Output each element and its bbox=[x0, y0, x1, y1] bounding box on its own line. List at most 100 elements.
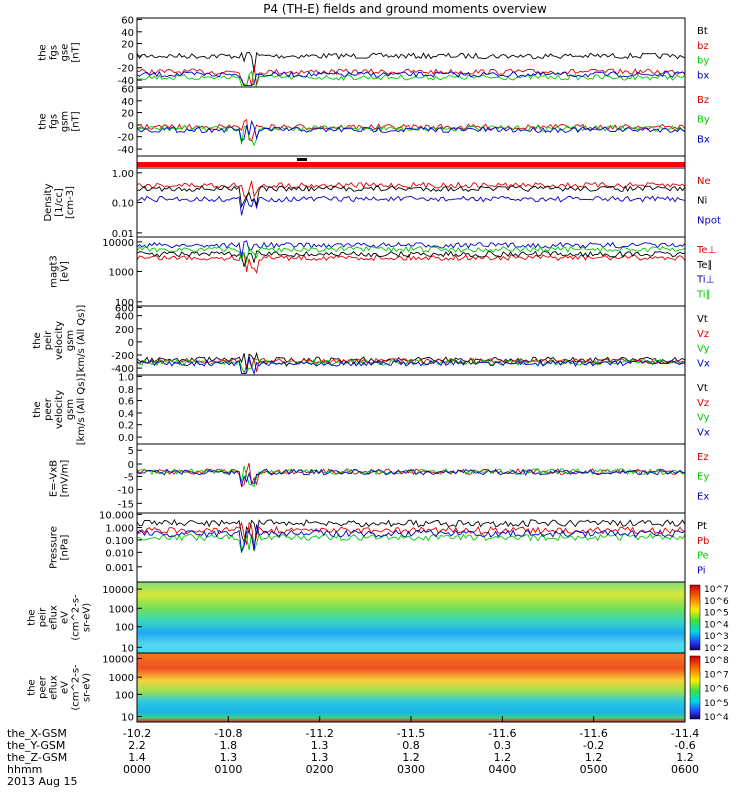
y-tick-label: 0 bbox=[128, 52, 134, 63]
y-axis-label: the bbox=[32, 401, 43, 417]
panel-7: 5 0-5 -10 -15 E=-VxB [mV/m] Ez Ey Ex bbox=[49, 443, 709, 514]
panel-frame bbox=[136, 305, 686, 376]
panel-6: 1.0 0.80.60.40.20.0 the peer velocity gsm [km/… bbox=[32, 372, 710, 445]
legend-Ey: Ey bbox=[697, 472, 709, 483]
y-tick-label: 40 bbox=[121, 97, 134, 108]
ephem-value: -10.8 bbox=[214, 727, 242, 740]
y-tick-label: 1000 bbox=[109, 604, 134, 615]
y-tick-label: 10000 bbox=[102, 585, 134, 596]
y-axis-label: peer bbox=[43, 397, 54, 421]
y-tick-label: 0.2 bbox=[118, 421, 134, 432]
y-axis-label: gsm bbox=[65, 399, 76, 420]
legend-Te∥: Te∥ bbox=[696, 260, 713, 271]
y-axis-label: [km/s (All Qs)] bbox=[76, 305, 87, 377]
y-tick-label: 20 bbox=[121, 109, 134, 120]
ephem-value: 0000 bbox=[123, 763, 151, 776]
y-tick-label: 0.100 bbox=[105, 536, 134, 547]
colorbar-label: 10^6 bbox=[704, 597, 729, 607]
legend-Vt: Vt bbox=[697, 383, 708, 394]
panel-3: 1.00 0.10 0.01 Density [1/cc] [cm-3] Ne Ni Npot bbox=[43, 167, 721, 240]
ephem-label-z: the_Z-GSM bbox=[7, 751, 67, 764]
ephem-value: 1.2 bbox=[676, 751, 694, 764]
colorbar bbox=[689, 655, 701, 720]
trace-bz bbox=[136, 65, 686, 87]
y-axis-label: the bbox=[27, 609, 38, 625]
figure-title: P4 (TH-E) fields and ground moments over… bbox=[263, 2, 547, 16]
y-axis-label: gse bbox=[60, 44, 71, 62]
y-tick-label: 60 bbox=[121, 15, 134, 26]
ephem-value: 1.2 bbox=[402, 751, 420, 764]
trace-bx bbox=[136, 70, 686, 87]
y-tick-label: 0 bbox=[128, 338, 134, 349]
y-tick-label: 1.000 bbox=[105, 523, 134, 534]
y-tick-label: 0.010 bbox=[105, 548, 134, 559]
y-tick-label: 0.4 bbox=[118, 409, 134, 420]
legend-Ti⊥: Ti⊥ bbox=[696, 275, 714, 286]
y-tick-label: 10000 bbox=[102, 655, 134, 666]
y-axis-label: sr-eV) bbox=[82, 673, 93, 702]
panel-9: 10000 1000 100 10 the peir eflux eV (cm^2-s-sr-e… bbox=[27, 581, 729, 654]
colorbar-label: 10^7 bbox=[704, 585, 729, 595]
panel-frame bbox=[136, 443, 686, 514]
y-axis-label: fgs bbox=[49, 114, 60, 129]
trace-Pi bbox=[136, 524, 686, 554]
y-tick-label: 0 bbox=[128, 121, 134, 132]
trace-Vx bbox=[136, 355, 686, 376]
ephem-value: 0100 bbox=[214, 763, 242, 776]
legend-Ex: Ex bbox=[697, 491, 709, 502]
legend-Pi: Pi bbox=[697, 565, 706, 576]
trace-Ni bbox=[136, 185, 686, 208]
legend-Ti∥: Ti∥ bbox=[696, 289, 711, 300]
ephem-value: 0.8 bbox=[402, 739, 420, 752]
legend-Vx: Vx bbox=[697, 358, 710, 369]
ephem-value: -11.2 bbox=[305, 727, 333, 740]
y-axis-label: [nT] bbox=[71, 42, 82, 62]
colorbar bbox=[689, 584, 701, 651]
y-axis-label: peir bbox=[38, 607, 49, 627]
colorbar-label: 10^6 bbox=[704, 685, 729, 695]
panel-4: 10000 1000 100 magt3 [eV] Te⊥ Te∥ Ti⊥ Ti∥ bbox=[49, 236, 716, 309]
y-axis-label: [nT] bbox=[71, 111, 82, 131]
y-tick-label: 1000 bbox=[109, 268, 134, 279]
mode-marker bbox=[297, 158, 307, 161]
trace-Bx bbox=[136, 119, 686, 142]
trace-Ne bbox=[136, 180, 686, 200]
y-tick-label: -40 bbox=[118, 76, 134, 87]
ephem-value: 1.2 bbox=[585, 751, 603, 764]
ephem-value: -11.6 bbox=[579, 727, 607, 740]
y-axis-label: sr-eV) bbox=[82, 603, 93, 632]
trace-by bbox=[137, 70, 686, 87]
y-axis-label: [mV/m] bbox=[60, 460, 71, 498]
panel-frame bbox=[136, 374, 686, 445]
y-axis-label: the bbox=[38, 113, 49, 129]
legend-Vt: Vt bbox=[697, 314, 708, 325]
ephem-value: -11.6 bbox=[488, 727, 516, 740]
legend-Vy: Vy bbox=[697, 413, 710, 424]
y-tick-label: -20 bbox=[118, 133, 134, 144]
ephem-label-x: the_X-GSM bbox=[7, 727, 67, 740]
y-tick-label: -5 bbox=[124, 472, 134, 483]
y-tick-label: 0.001 bbox=[105, 563, 134, 574]
y-axis-label: [cm-3] bbox=[65, 186, 76, 219]
y-tick-label: 100 bbox=[115, 690, 134, 701]
legend-Bz: Bz bbox=[697, 95, 709, 106]
ephem-value: 1.3 bbox=[311, 739, 329, 752]
trace-Vz bbox=[136, 357, 686, 375]
y-axis-label: eV bbox=[60, 611, 71, 624]
ephem-value: 0400 bbox=[488, 763, 516, 776]
ephem-value: 0600 bbox=[671, 763, 699, 776]
trace-Pb bbox=[136, 521, 686, 548]
y-tick-label: 600 bbox=[115, 303, 134, 314]
trace-Ex bbox=[136, 468, 686, 487]
y-tick-label: 20 bbox=[121, 40, 134, 51]
y-tick-label: -10 bbox=[118, 486, 134, 497]
y-tick-label: 5 bbox=[128, 446, 134, 457]
y-tick-label: -40 bbox=[118, 145, 134, 156]
ephem-value: 1.3 bbox=[220, 751, 238, 764]
y-axis-label: gsm bbox=[65, 330, 76, 351]
legend-Ni: Ni bbox=[697, 196, 707, 207]
ephem-value: -10.2 bbox=[123, 727, 151, 740]
y-axis-label: peir bbox=[43, 330, 54, 350]
y-axis-label: eV bbox=[60, 681, 71, 694]
